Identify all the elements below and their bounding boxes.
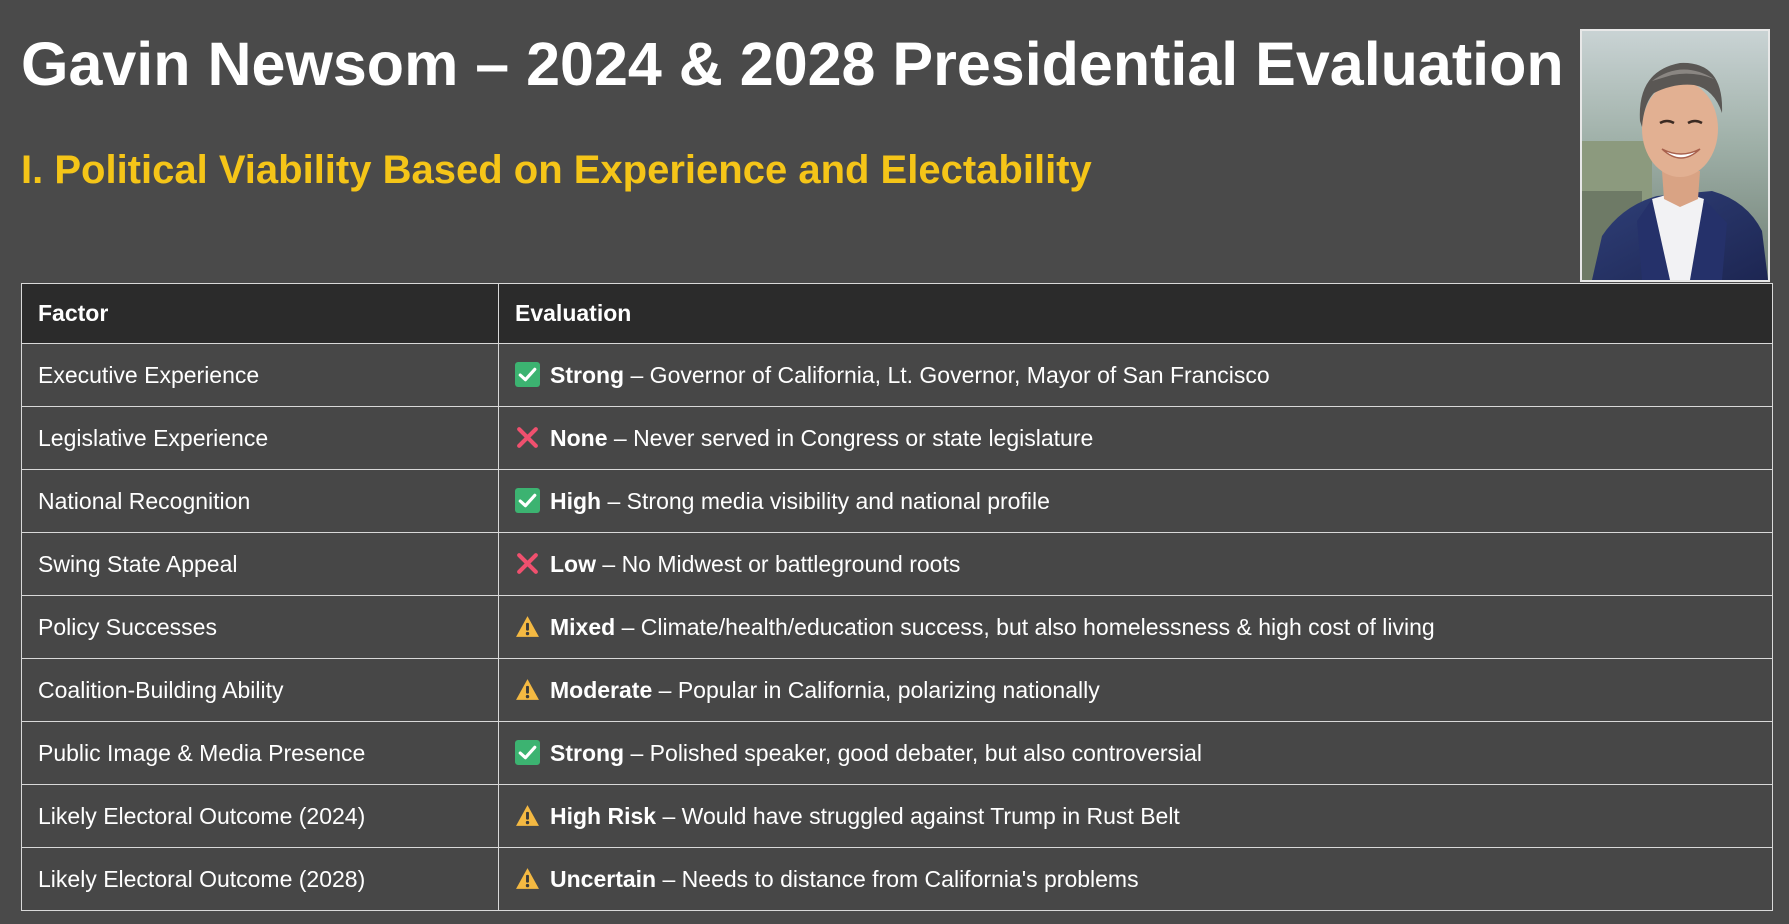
rating-detail: – Climate/health/education success, but … xyxy=(615,613,1435,640)
factor-cell: Executive Experience xyxy=(21,343,499,407)
check-mark-icon xyxy=(515,739,540,765)
table-header-row: Factor Evaluation xyxy=(21,283,1773,344)
rating-detail: – Never served in Congress or state legi… xyxy=(607,424,1094,451)
factor-cell: Coalition-Building Ability xyxy=(21,658,499,722)
evaluation-cell: High – Strong media visibility and natio… xyxy=(498,469,1773,533)
factor-cell: National Recognition xyxy=(21,469,499,533)
candidate-photo xyxy=(1580,29,1770,282)
rating-label: None xyxy=(550,424,608,451)
warning-icon xyxy=(516,678,539,700)
column-header-factor: Factor xyxy=(21,283,499,344)
factor-cell: Swing State Appeal xyxy=(21,532,499,596)
evaluation-cell: Uncertain – Needs to distance from Calif… xyxy=(498,847,1773,911)
rating-label: Mixed xyxy=(550,613,616,640)
rating-label: Low xyxy=(550,550,596,577)
evaluation-table: Factor Evaluation Executive Experience S… xyxy=(21,283,1773,911)
table-row: Public Image & Media Presence Strong – P… xyxy=(21,721,1773,785)
factor-cell: Policy Successes xyxy=(21,595,499,659)
rating-detail: – No Midwest or battleground roots xyxy=(596,550,961,577)
cross-mark-icon xyxy=(517,426,538,448)
rating-label: High xyxy=(550,487,602,514)
cross-mark-icon xyxy=(517,552,538,574)
page-title: Gavin Newsom – 2024 & 2028 Presidential … xyxy=(21,30,1564,98)
factor-cell: Legislative Experience xyxy=(21,406,499,470)
table-row: Likely Electoral Outcome (2028) Uncertai… xyxy=(21,847,1773,911)
rating-detail: – Needs to distance from California's pr… xyxy=(656,865,1139,892)
rating-detail: – Governor of California, Lt. Governor, … xyxy=(624,361,1270,388)
evaluation-cell: Strong – Governor of California, Lt. Gov… xyxy=(498,343,1773,407)
rating-label: Uncertain xyxy=(550,865,657,892)
check-mark-icon xyxy=(515,487,540,513)
table-row: Policy Successes Mixed – Climate/health/… xyxy=(21,595,1773,659)
evaluation-cell: Moderate – Popular in California, polari… xyxy=(498,658,1773,722)
column-header-evaluation: Evaluation xyxy=(498,283,1773,344)
section-heading: I. Political Viability Based on Experien… xyxy=(21,148,1092,192)
factor-cell: Likely Electoral Outcome (2028) xyxy=(21,847,499,911)
rating-detail: – Popular in California, polarizing nati… xyxy=(652,676,1100,703)
rating-label: Moderate xyxy=(550,676,653,703)
warning-icon xyxy=(516,804,539,826)
check-mark-icon xyxy=(515,361,540,387)
evaluation-cell: Low – No Midwest or battleground roots xyxy=(498,532,1773,596)
warning-icon xyxy=(516,615,539,637)
table-row: Executive Experience Strong – Governor o… xyxy=(21,343,1773,407)
table-row: Legislative Experience None – Never serv… xyxy=(21,406,1773,470)
rating-label: Strong xyxy=(550,361,625,388)
factor-cell: Likely Electoral Outcome (2024) xyxy=(21,784,499,848)
warning-icon xyxy=(516,867,539,889)
rating-detail: – Strong media visibility and national p… xyxy=(601,487,1050,514)
rating-label: High Risk xyxy=(550,802,657,829)
table-row: National Recognition High – Strong media… xyxy=(21,469,1773,533)
table-row: Swing State Appeal Low – No Midwest or b… xyxy=(21,532,1773,596)
rating-detail: – Would have struggled against Trump in … xyxy=(656,802,1180,829)
rating-label: Strong xyxy=(550,739,625,766)
rating-detail: – Polished speaker, good debater, but al… xyxy=(624,739,1203,766)
table-row: Likely Electoral Outcome (2024) High Ris… xyxy=(21,784,1773,848)
evaluation-cell: Mixed – Climate/health/education success… xyxy=(498,595,1773,659)
table-row: Coalition-Building Ability Moderate – Po… xyxy=(21,658,1773,722)
evaluation-cell: None – Never served in Congress or state… xyxy=(498,406,1773,470)
factor-cell: Public Image & Media Presence xyxy=(21,721,499,785)
evaluation-cell: High Risk – Would have struggled against… xyxy=(498,784,1773,848)
evaluation-cell: Strong – Polished speaker, good debater,… xyxy=(498,721,1773,785)
